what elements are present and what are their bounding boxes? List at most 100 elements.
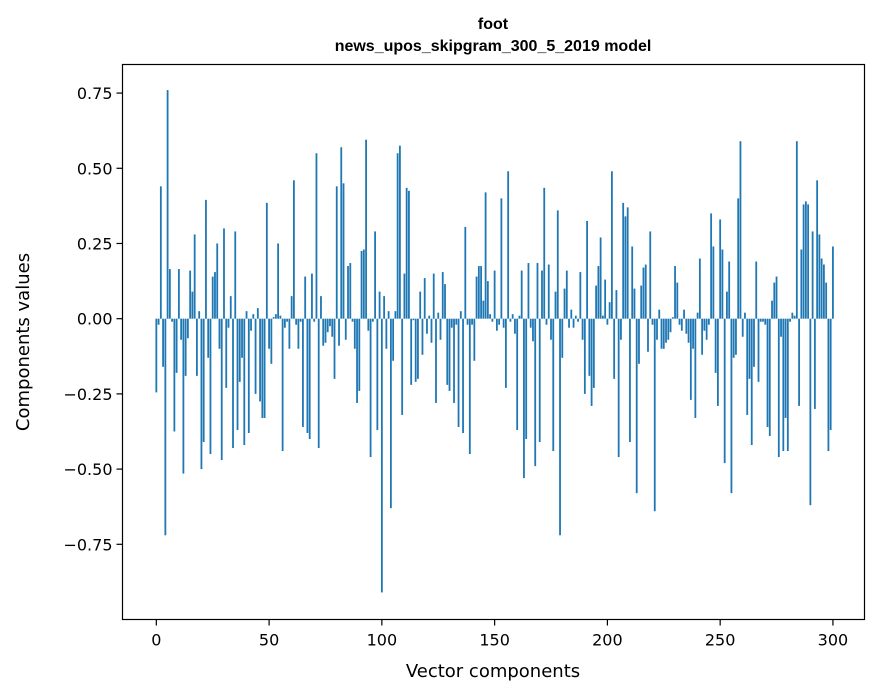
bar-6 — [168, 269, 171, 319]
bar-85 — [347, 266, 349, 319]
bar-120 — [426, 318, 428, 334]
bar-240 — [696, 312, 699, 319]
y-tick-label-5: 0.50 — [77, 159, 113, 178]
bar-21 — [202, 318, 205, 443]
bar-10 — [177, 269, 180, 319]
bar-188 — [579, 272, 582, 319]
x-tick-label-0: 0 — [151, 631, 161, 650]
bar-210 — [629, 318, 631, 443]
bar-65 — [302, 318, 304, 427]
bar-205 — [617, 318, 620, 458]
y-axis-label: Components values — [13, 253, 34, 431]
bar-91 — [360, 251, 363, 319]
bar-146 — [484, 192, 487, 319]
bar-222 — [656, 318, 658, 340]
bar-49 — [265, 202, 268, 319]
plot-area-frame — [121, 63, 866, 621]
bar-201 — [608, 302, 611, 319]
bar-46 — [259, 318, 261, 402]
bar-87 — [351, 318, 354, 322]
bar-97 — [374, 231, 376, 319]
bar-26 — [214, 272, 216, 319]
bar-238 — [692, 318, 694, 349]
bar-17 — [193, 234, 196, 319]
bar-274 — [773, 282, 776, 319]
bar-35 — [234, 231, 237, 319]
bar-283 — [793, 315, 796, 319]
bar-83 — [342, 183, 345, 319]
bar-254 — [728, 261, 731, 319]
bar-239 — [694, 318, 697, 418]
bar-170 — [538, 318, 541, 443]
bar-45 — [256, 308, 259, 319]
bar-246 — [710, 213, 713, 319]
x-tick-label-6: 300 — [818, 631, 849, 650]
x-tick-label-3: 150 — [479, 631, 510, 650]
x-tick-label-1: 50 — [259, 631, 279, 650]
y-tick-label-1: −0.50 — [63, 460, 112, 479]
bar-243 — [703, 318, 706, 331]
bar-267 — [757, 318, 760, 382]
bar-77 — [329, 318, 331, 327]
bar-136 — [462, 318, 464, 433]
bar-184 — [570, 309, 573, 319]
x-axis-label: Vector components — [406, 661, 580, 682]
bar-53 — [274, 314, 277, 319]
bar-293 — [816, 180, 819, 319]
bar-202 — [611, 171, 613, 319]
bar-43 — [252, 314, 255, 319]
bar-89 — [356, 318, 358, 403]
bar-227 — [667, 318, 670, 340]
bar-212 — [633, 288, 636, 319]
bar-291 — [811, 231, 814, 319]
x-tick-label-2: 100 — [367, 631, 398, 650]
bar-258 — [737, 198, 740, 319]
bar-81 — [338, 318, 340, 346]
bar-158 — [511, 314, 514, 319]
bar-187 — [577, 318, 579, 322]
bar-180 — [561, 318, 564, 358]
bar-169 — [536, 263, 539, 319]
bar-74 — [322, 318, 325, 346]
bar-292 — [813, 318, 816, 409]
bar-132 — [453, 318, 455, 403]
bar-181 — [563, 288, 566, 319]
bar-298 — [827, 318, 830, 452]
bar-159 — [514, 318, 516, 334]
bar-107 — [396, 153, 399, 319]
bar-209 — [626, 207, 629, 319]
bar-62 — [295, 318, 298, 325]
bar-213 — [635, 318, 638, 494]
bar-211 — [631, 246, 634, 319]
bar-72 — [317, 318, 320, 449]
bar-42 — [250, 318, 252, 331]
bar-51 — [270, 318, 273, 364]
bar-1 — [157, 318, 160, 325]
bar-264 — [750, 318, 753, 446]
bar-151 — [495, 318, 498, 331]
y-axis-ticks: −0.75 −0.50 −0.25 0.00 0.25 0.50 0.75 — [63, 84, 123, 554]
bar-173 — [545, 318, 548, 325]
bar-134 — [457, 318, 460, 427]
bar-273 — [771, 300, 773, 319]
bar-96 — [371, 318, 374, 322]
bar-130 — [448, 318, 451, 391]
bar-251 — [721, 249, 724, 319]
bar-249 — [717, 318, 719, 406]
bar-84 — [344, 318, 347, 340]
bar-82 — [340, 147, 343, 319]
bar-236 — [687, 318, 690, 343]
bar-157 — [509, 318, 512, 322]
bar-260 — [741, 318, 744, 337]
bar-233 — [680, 318, 683, 331]
bar-256 — [732, 318, 735, 358]
bar-234 — [683, 309, 685, 319]
bar-2 — [159, 186, 162, 319]
bar-194 — [592, 318, 595, 388]
bar-34 — [232, 318, 234, 449]
bar-106 — [394, 311, 397, 319]
bar-58 — [286, 318, 289, 322]
bar-143 — [477, 266, 480, 319]
bar-67 — [306, 318, 309, 433]
bar-4 — [164, 318, 167, 536]
